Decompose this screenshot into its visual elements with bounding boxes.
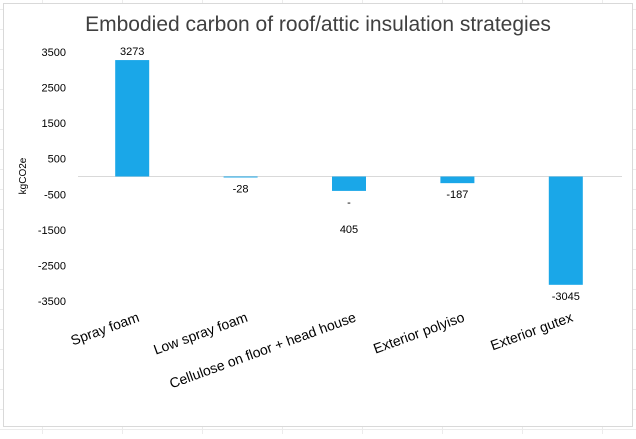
y-tick-label: -500 bbox=[44, 189, 66, 201]
bar bbox=[332, 176, 366, 191]
data-labels: 3273 -28 - 405 -187 -3045 bbox=[120, 46, 580, 303]
y-tick-label: 3500 bbox=[42, 47, 66, 59]
data-label: 3273 bbox=[120, 46, 144, 58]
y-tick-label: 1500 bbox=[42, 118, 66, 130]
chart-title: Embodied carbon of roof/attic insulation… bbox=[85, 13, 551, 36]
y-tick-label: -3500 bbox=[38, 296, 66, 308]
bar bbox=[548, 176, 583, 285]
data-label: - bbox=[347, 197, 351, 209]
chart-area-border bbox=[3, 3, 633, 427]
data-label: -3045 bbox=[552, 291, 580, 303]
bar bbox=[223, 176, 258, 178]
bar bbox=[115, 60, 150, 177]
data-label: -28 bbox=[233, 183, 249, 195]
y-tick-label: -2500 bbox=[38, 260, 66, 272]
data-label: 405 bbox=[340, 224, 358, 236]
y-tick-label: 2500 bbox=[42, 83, 66, 95]
y-axis-tick-labels: 3500 2500 1500 500 -500 -1500 -2500 -3500 bbox=[38, 47, 66, 308]
bar bbox=[440, 176, 475, 184]
y-axis-label: kgCO2e bbox=[18, 157, 29, 194]
data-label: -187 bbox=[446, 189, 468, 201]
y-tick-label: -1500 bbox=[38, 225, 66, 237]
bars bbox=[115, 60, 583, 285]
y-tick-label: 500 bbox=[48, 154, 66, 166]
